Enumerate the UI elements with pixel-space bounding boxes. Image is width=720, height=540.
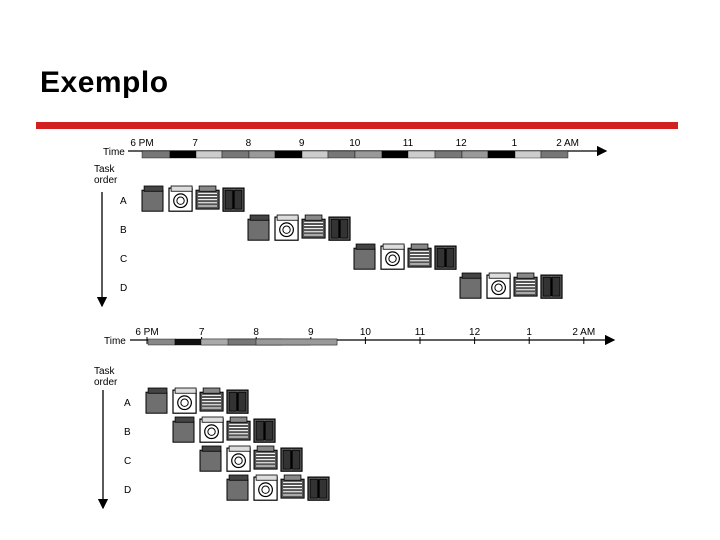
- folder-icon: [513, 272, 538, 297]
- time-tick-label: 9: [299, 138, 305, 149]
- timeline-segment: [407, 150, 436, 159]
- task-label: A: [124, 398, 131, 409]
- closet-icon: [434, 245, 457, 270]
- timeline-segment: [487, 150, 516, 159]
- time-tick-label: 8: [253, 327, 259, 338]
- timeline-segment: [540, 150, 569, 159]
- closet-icon: [540, 274, 563, 299]
- task-order-label: order: [94, 175, 118, 186]
- dryer-icon: [168, 185, 193, 212]
- timeline-segment: [147, 338, 176, 346]
- time-tick-label: 10: [349, 138, 361, 149]
- timeline-segment: [195, 150, 223, 159]
- task-label: C: [120, 254, 127, 265]
- time-tick-label: 1: [526, 327, 532, 338]
- task-order-label: order: [94, 377, 118, 388]
- time-tick-label: 8: [246, 138, 252, 149]
- washer-icon: [141, 189, 164, 212]
- timeline-segment: [461, 150, 489, 159]
- task-label: A: [120, 196, 127, 207]
- timeline-segment: [141, 150, 171, 159]
- washer-icon: [226, 478, 249, 501]
- time-tick-label: 7: [199, 327, 205, 338]
- timeline-segment: [169, 150, 197, 159]
- folder-icon: [226, 416, 251, 441]
- time-tick-label: 7: [192, 138, 198, 149]
- dryer-icon: [172, 387, 197, 414]
- closet-icon: [307, 476, 330, 501]
- folder-icon: [199, 387, 224, 412]
- title-rule: [36, 122, 678, 129]
- closet-icon: [280, 447, 303, 472]
- closet-icon: [222, 187, 245, 212]
- timeline-segment: [301, 150, 329, 159]
- dryer-icon: [380, 243, 405, 270]
- slide-title: Exemplo: [40, 66, 169, 99]
- timeline-segment: [381, 150, 409, 159]
- dryer-icon: [226, 445, 251, 472]
- timeline-segment: [327, 150, 356, 159]
- timeline-segment: [274, 150, 303, 159]
- time-tick-label: 1: [512, 138, 518, 149]
- time-tick-label: 11: [403, 138, 414, 149]
- closet-icon: [226, 389, 249, 414]
- folder-icon: [301, 214, 326, 239]
- time-tick-label: 12: [469, 327, 481, 338]
- washer-icon: [459, 276, 482, 299]
- dryer-icon: [199, 416, 224, 443]
- timeline-segment: [354, 150, 383, 159]
- task-label: B: [124, 427, 131, 438]
- time-tick-label: 9: [308, 327, 314, 338]
- timeline-segment: [255, 338, 338, 346]
- washer-icon: [247, 218, 270, 241]
- time-tick-label: 12: [456, 138, 468, 149]
- folder-icon: [253, 445, 278, 470]
- folder-icon: [195, 185, 220, 210]
- dryer-icon: [274, 214, 299, 241]
- folder-icon: [407, 243, 432, 268]
- time-tick-label: 2 AM: [556, 138, 579, 149]
- task-label: D: [120, 283, 127, 294]
- time-tick-label: 10: [360, 327, 372, 338]
- timeline-segment: [514, 150, 542, 159]
- dryer-icon: [486, 272, 511, 299]
- washer-icon: [145, 391, 168, 414]
- timeline-segment: [221, 150, 250, 159]
- closet-icon: [328, 216, 351, 241]
- washer-icon: [353, 247, 376, 270]
- folder-icon: [280, 474, 305, 499]
- washer-icon: [172, 420, 195, 443]
- task-order-label: Task: [94, 164, 116, 175]
- time-label: Time: [104, 336, 126, 347]
- washer-icon: [199, 449, 222, 472]
- timeline-segment: [434, 150, 463, 159]
- timeline-segment: [248, 150, 276, 159]
- time-tick-label: 11: [415, 327, 426, 338]
- time-tick-label: 6 PM: [135, 327, 158, 338]
- closet-icon: [253, 418, 276, 443]
- task-label: B: [120, 225, 127, 236]
- time-tick-label: 6 PM: [130, 138, 153, 149]
- task-order-label: Task: [94, 366, 116, 377]
- time-label: Time: [103, 147, 125, 158]
- task-label: D: [124, 485, 131, 496]
- dryer-icon: [253, 474, 278, 501]
- task-label: C: [124, 456, 131, 467]
- time-tick-label: 2 AM: [572, 327, 595, 338]
